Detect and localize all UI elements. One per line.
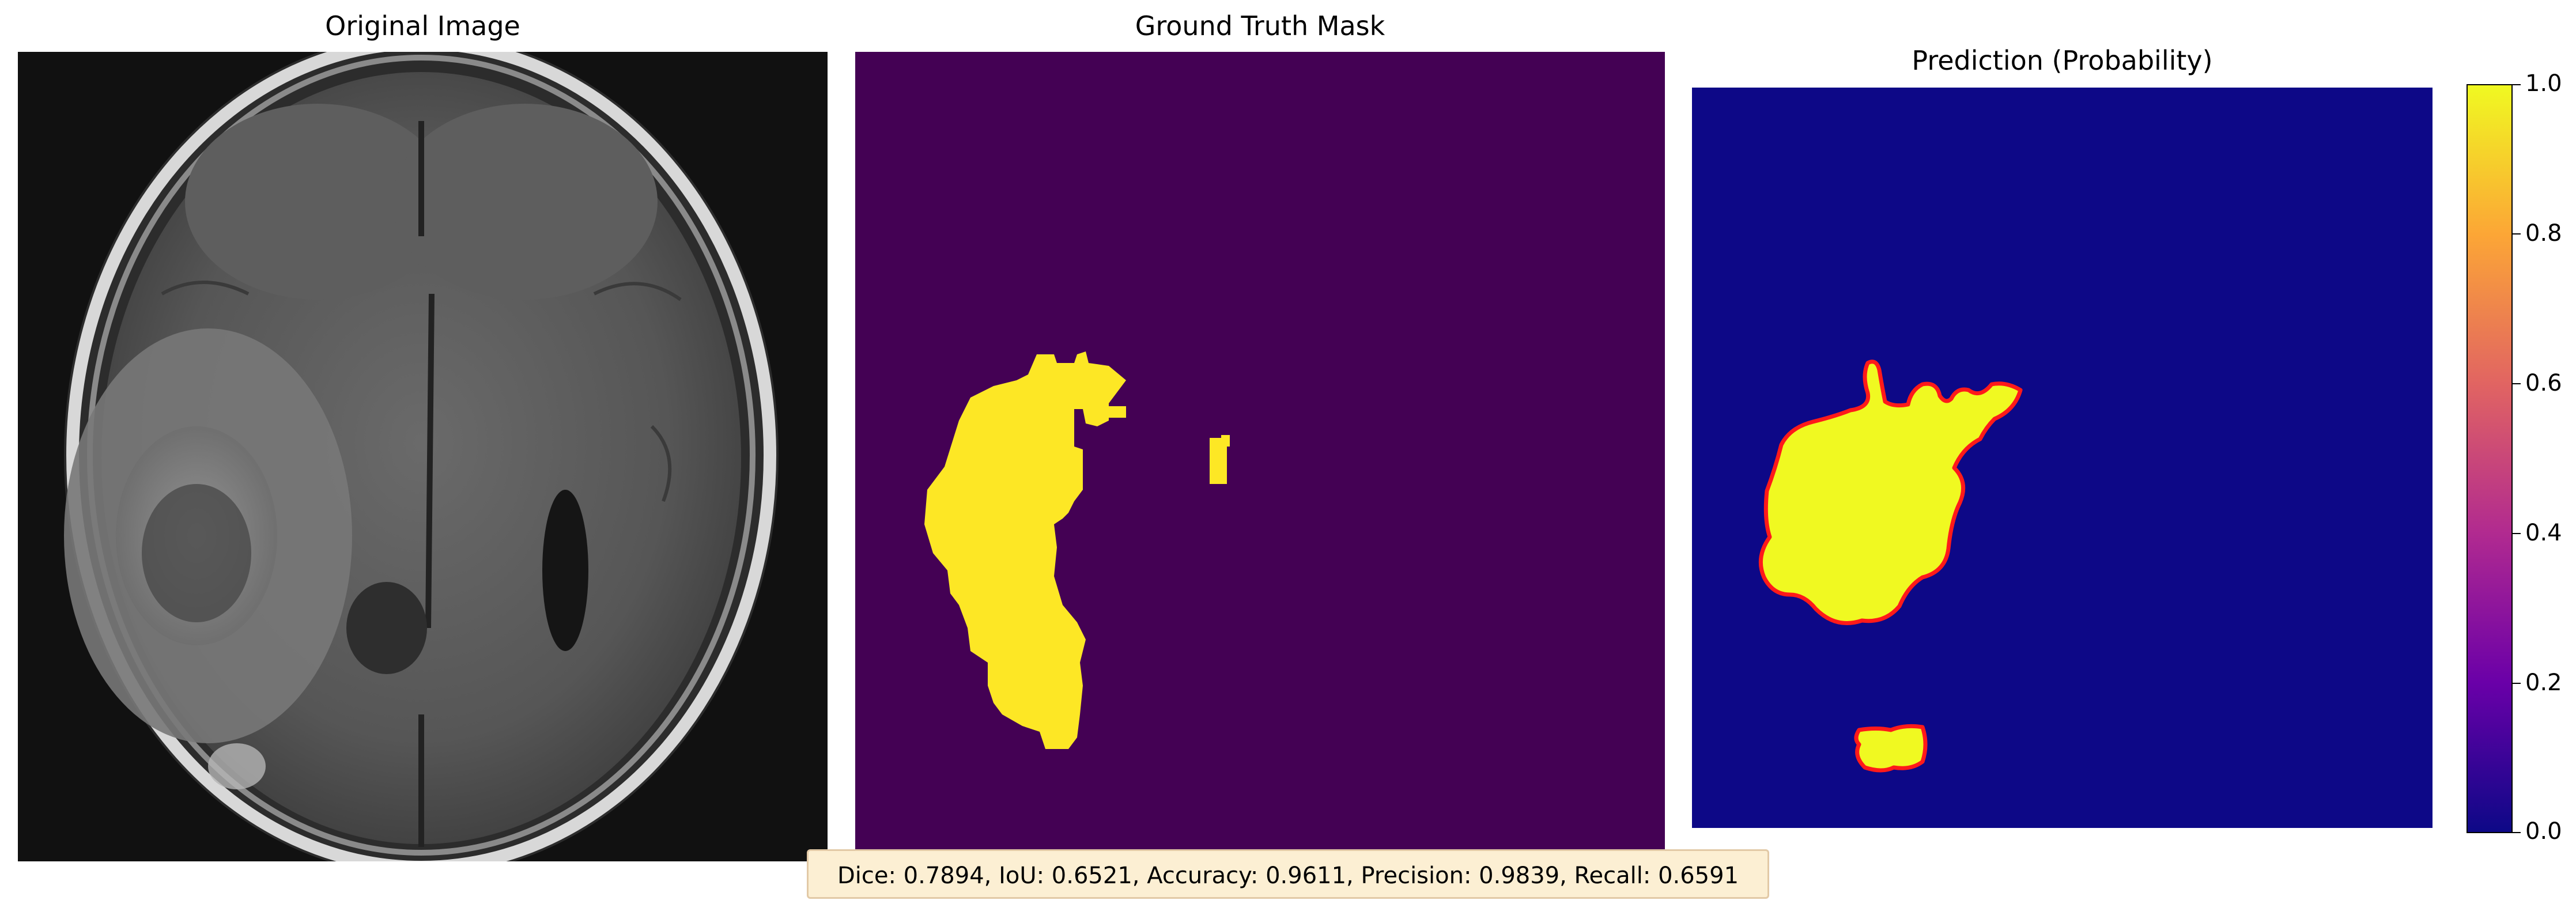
metrics-summary: Dice: 0.7894, IoU: 0.6521, Accuracy: 0.9… <box>807 849 1769 899</box>
colorbar-tick-0-6: 0.6 <box>2525 370 2562 396</box>
colorbar-tick-0-0: 0.0 <box>2525 818 2562 845</box>
colorbar-tick-0-4: 0.4 <box>2525 520 2562 546</box>
panel-title-ground-truth: Ground Truth Mask <box>1135 10 1385 41</box>
colorbar-tick-0-2: 0.2 <box>2525 670 2562 696</box>
panel-title-prediction: Prediction (Probability) <box>1912 45 2213 76</box>
ground-truth-tumor-region <box>924 351 1230 749</box>
original-mri-image <box>18 52 828 861</box>
colorbar-tick-0-8: 0.8 <box>2525 220 2562 247</box>
prediction-probability-map <box>1692 88 2433 828</box>
colorbar-tick-1-0: 1.0 <box>2525 70 2562 97</box>
panel-title-original: Original Image <box>325 10 520 41</box>
colorbar <box>2467 84 2513 833</box>
mri-brain-drawing <box>18 52 828 861</box>
ground-truth-mask <box>855 52 1665 861</box>
prediction-tumor-region <box>1758 360 2023 773</box>
colorbar-tick-marks <box>2513 84 2521 833</box>
